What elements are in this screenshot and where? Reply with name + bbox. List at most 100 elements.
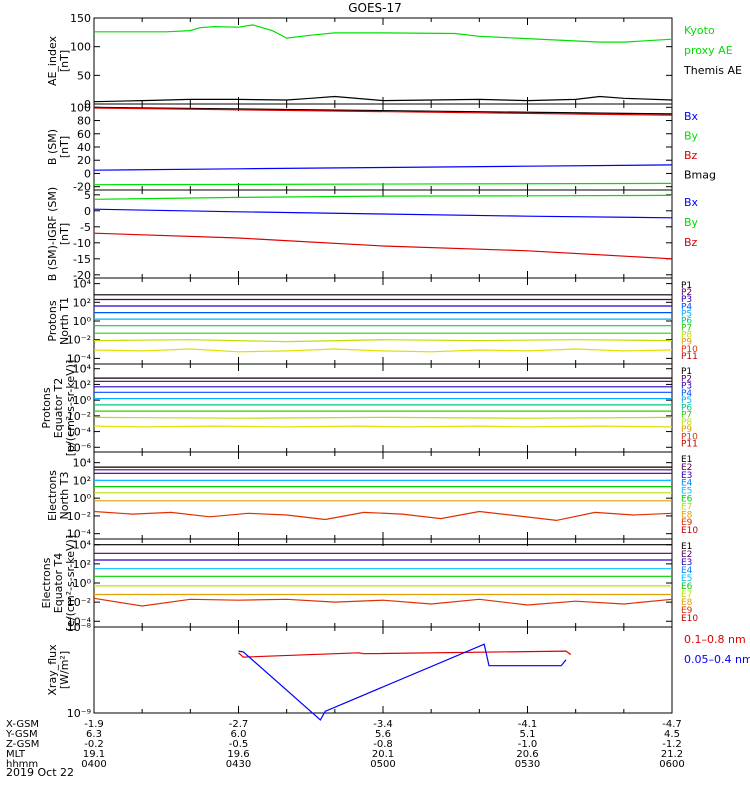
y-tick-label: 10⁻² [67, 334, 91, 347]
y-axis-label-line: [nT] [58, 50, 71, 72]
legend-entry: P6 [681, 316, 692, 326]
y-tick-label: -5 [80, 221, 91, 234]
y-axis-label: B (SM)-IGRF (SM)[nT] [46, 187, 71, 281]
legend-entry: E9 [681, 518, 693, 528]
y-axis-label-line: [e/(cm²-s-sr-keV)] [64, 535, 77, 631]
y-tick-label: 10⁰ [73, 577, 92, 590]
legend-entry: P4 [681, 302, 692, 312]
legend-entry: By [684, 216, 699, 229]
y-tick-label: 150 [70, 12, 91, 25]
y-tick-label: 100 [70, 41, 91, 54]
y-tick-label: 10² [73, 296, 91, 309]
y-tick-label: 40 [77, 141, 91, 154]
legend-entry: By [684, 130, 699, 143]
series-line-P8 [93, 339, 673, 343]
legend-entry: E5 [681, 574, 692, 584]
legend-entry: E8 [681, 598, 693, 608]
y-tick-label: 10⁻² [67, 596, 91, 609]
legend-entry: P5 [681, 309, 692, 319]
y-tick-label: -10 [73, 237, 91, 250]
y-tick-label: 60 [77, 128, 91, 141]
x-axis-value: 20.6 [516, 749, 538, 760]
y-axis-label-line: North T3 [58, 472, 71, 520]
y-axis-label: ElectronsNorth T3 [46, 470, 71, 521]
legend-entry: E3 [681, 471, 692, 481]
legend-entry: P3 [681, 382, 692, 392]
series-line-P9 [93, 348, 673, 353]
legend-entry: 0.1–0.8 nm [684, 633, 746, 646]
legend-entry: P11 [681, 352, 698, 362]
date-label: 2019 Oct 22 [6, 766, 75, 779]
x-axis-row-label: Z-GSM [6, 739, 39, 750]
legend-entry: P7 [681, 324, 692, 334]
y-axis-label: Xray_flux[W/m²] [46, 644, 71, 696]
y-tick-label: 10⁻⁴ [67, 528, 92, 541]
legend-entry: E1 [681, 455, 692, 465]
y-tick-label: 10⁴ [73, 278, 92, 291]
series-line-P9 [93, 425, 673, 428]
x-axis-value: 5.6 [375, 729, 391, 740]
legend-entry: E8 [681, 510, 693, 520]
y-axis-label-line: Electrons [46, 470, 59, 521]
x-axis-value: -0.5 [229, 739, 249, 750]
x-axis-row-label: hhmm [6, 759, 38, 770]
y-axis-label-line: Electrons [40, 557, 53, 608]
panel-frame [93, 626, 673, 714]
legend-entry: E1 [681, 542, 692, 552]
legend-entry: P7 [681, 411, 692, 421]
panel-frame [93, 538, 673, 628]
legend-entry: E10 [681, 526, 698, 536]
x-axis-value: 6.0 [231, 729, 247, 740]
x-axis-value: 20.1 [372, 749, 394, 760]
y-tick-label: 10⁻² [67, 510, 91, 523]
y-axis-label-line: Xray_flux [46, 644, 59, 696]
y-axis-label-line: B (SM) [46, 129, 59, 165]
y-axis-label-line: [p/(cm²-s-sr-keV)] [64, 360, 77, 457]
legend-entry: P5 [681, 396, 692, 406]
panel-ae: 0 50 100 150 AE_index[nT] Kyoto proxy AE Themis… [46, 12, 742, 111]
series-line-0-1-0-8-nm [238, 650, 572, 658]
legend-entry: P10 [681, 432, 698, 442]
panel-frame [93, 189, 673, 279]
legend-entry: P10 [681, 345, 698, 355]
panel-frame [93, 451, 673, 540]
panel-bigrf: -20 -15 -10 -5 0 5 B (SM)-IGRF (SM)[nT] Bx By Bz [46, 187, 699, 282]
legend-entry: E2 [681, 550, 692, 560]
panel-frame [93, 363, 673, 453]
y-tick-label: 0 [84, 205, 91, 218]
legend-entry: P9 [681, 338, 692, 348]
y-tick-label: 10⁴ [73, 363, 92, 376]
legend-entry: E6 [681, 582, 693, 592]
y-tick-label: 10⁰ [73, 315, 92, 328]
legend-entry: P9 [681, 425, 692, 435]
x-axis-value: 21.2 [661, 749, 683, 760]
legend-entry: E2 [681, 463, 692, 473]
x-axis-value: 0500 [370, 759, 395, 770]
y-tick-label: 10⁻⁴ [67, 615, 92, 628]
legend-entry: 0.05–0.4 nm [684, 653, 750, 666]
y-axis-label-line: Equator T4 [52, 553, 65, 613]
x-axis-value: 0600 [659, 759, 684, 770]
y-tick-label: 10⁻⁹ [67, 707, 91, 720]
x-axis-row-label: MLT [6, 749, 26, 760]
x-axis-value: -3.4 [373, 719, 393, 730]
series-line-Bx [93, 164, 673, 171]
figure-title: GOES-17 [348, 1, 402, 15]
y-tick-label: 10⁻⁸ [67, 621, 92, 634]
legend-entry: E4 [681, 479, 693, 489]
x-axis-value: 5.1 [520, 729, 536, 740]
x-axis-value: 0430 [226, 759, 251, 770]
y-tick-label: 10⁻⁴ [67, 426, 92, 439]
series-line-0-05-0-4-nm [238, 643, 567, 721]
y-tick-label: 0 [84, 167, 91, 180]
legend-entry: E4 [681, 566, 693, 576]
y-tick-label: -20 [73, 181, 91, 194]
y-tick-label: 10⁴ [73, 457, 92, 470]
x-axis-value: 19.1 [83, 749, 105, 760]
y-axis-label-line: Protons [46, 300, 59, 341]
